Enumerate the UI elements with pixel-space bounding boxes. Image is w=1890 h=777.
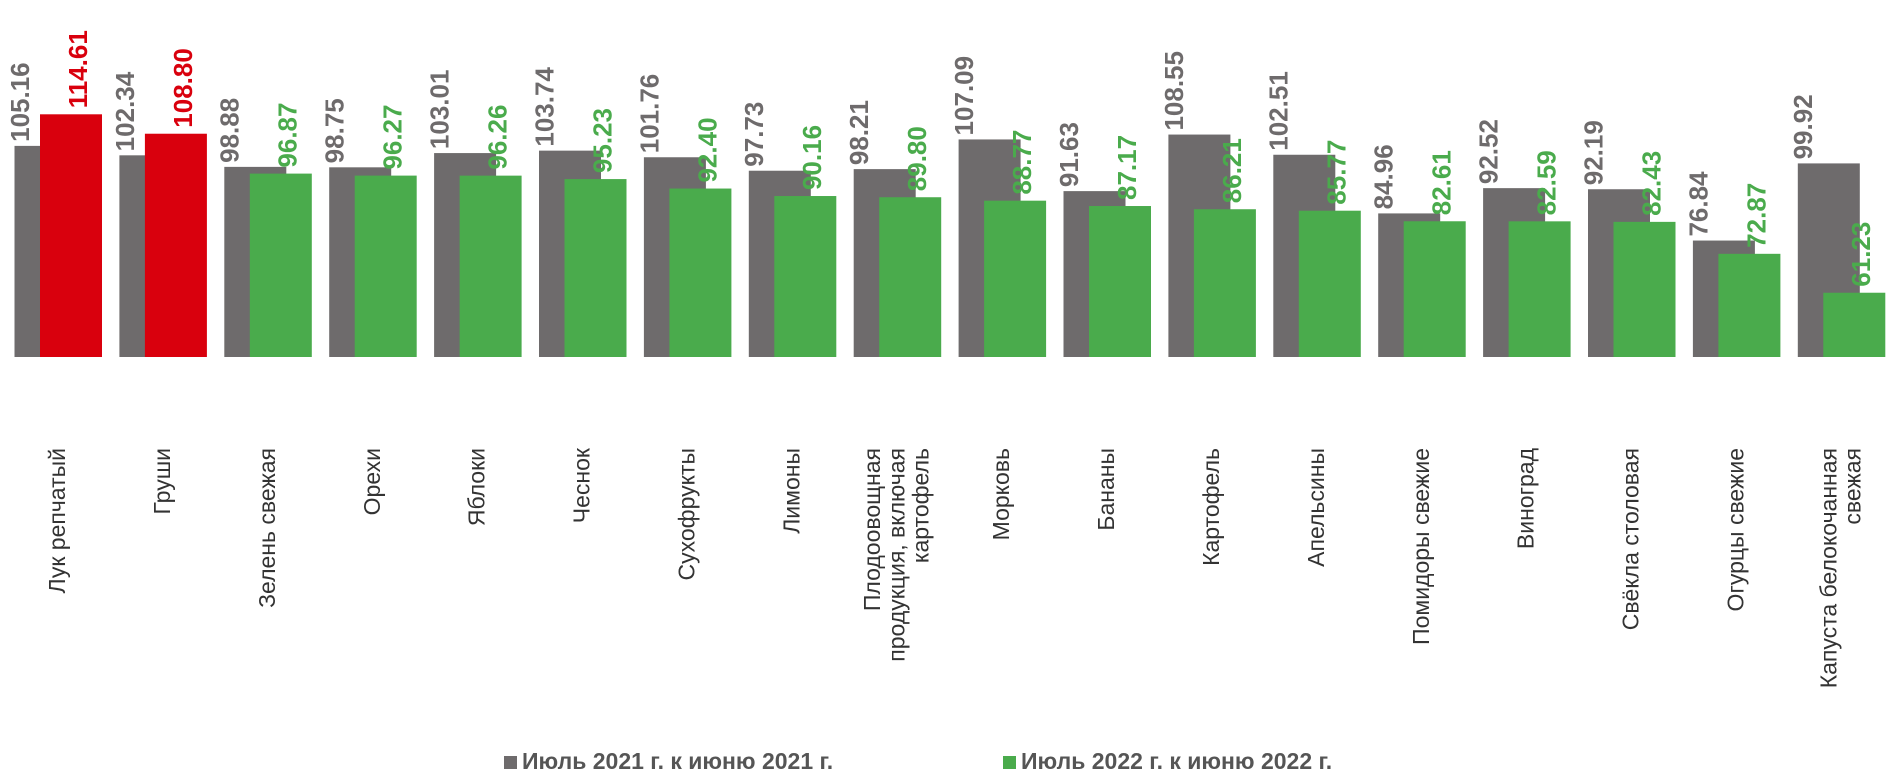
category-label: Лук репчатый <box>44 448 70 594</box>
value-label: 82.61 <box>1427 150 1457 215</box>
value-label: 76.84 <box>1683 171 1713 237</box>
legend-marker <box>504 756 517 769</box>
bar <box>879 197 942 357</box>
value-label: 96.27 <box>378 105 408 170</box>
category-label: Бананы <box>1093 448 1119 531</box>
value-label: 105.16 <box>5 62 35 142</box>
bar <box>1823 292 1886 357</box>
value-label: 82.43 <box>1636 151 1666 216</box>
value-label: 98.88 <box>215 98 245 163</box>
bar <box>1508 221 1571 357</box>
category-label: Апельсины <box>1303 448 1329 567</box>
bar <box>459 175 522 357</box>
value-label: 92.52 <box>1473 119 1503 184</box>
value-label: 103.01 <box>424 70 454 150</box>
value-label: 107.09 <box>949 56 979 136</box>
value-label: 97.73 <box>739 102 769 167</box>
category-label: Груши <box>149 448 175 515</box>
value-label: 91.63 <box>1054 122 1084 187</box>
bar <box>669 188 732 357</box>
value-label: 86.21 <box>1217 138 1247 203</box>
value-label: 98.75 <box>320 98 350 163</box>
bar <box>354 175 417 357</box>
legend-label: Июль 2022 г. к июню 2022 г. <box>1021 748 1332 774</box>
category-label: Морковь <box>988 448 1014 540</box>
value-label: 90.16 <box>797 125 827 190</box>
bar <box>249 173 312 357</box>
value-label: 102.34 <box>110 71 140 151</box>
category-label: Зелень свежая <box>254 448 280 608</box>
category-label: Сухофрукты <box>673 448 699 581</box>
value-label: 98.21 <box>844 100 874 165</box>
bar <box>144 133 207 357</box>
value-label: 88.77 <box>1007 130 1037 195</box>
category-label: Свёкла столовая <box>1618 448 1644 630</box>
value-label: 108.55 <box>1159 51 1189 131</box>
value-label: 82.59 <box>1531 150 1561 215</box>
legend-marker <box>1003 756 1016 769</box>
value-label: 96.26 <box>482 105 512 170</box>
category-label: Плодоовощнаяпродукция, включаякартофель <box>859 448 933 662</box>
value-label: 108.80 <box>168 48 198 128</box>
value-label: 92.40 <box>692 117 722 182</box>
bar <box>1613 221 1676 357</box>
category-label: Капуста белокочаннаясвежая <box>1815 448 1865 688</box>
bar <box>40 114 102 357</box>
value-label: 101.76 <box>634 74 664 154</box>
value-label: 84.96 <box>1369 144 1399 209</box>
bar <box>984 200 1047 357</box>
category-label: Яблоки <box>464 448 490 526</box>
value-label: 114.61 <box>63 30 93 108</box>
value-label: 87.17 <box>1112 135 1142 200</box>
value-label: 96.87 <box>273 103 303 168</box>
value-label: 72.87 <box>1741 183 1771 248</box>
bar <box>1193 209 1256 357</box>
value-label: 103.74 <box>529 67 559 147</box>
category-label: Орехи <box>359 448 385 515</box>
category-label: Виноград <box>1513 447 1539 549</box>
value-label: 92.19 <box>1578 120 1608 185</box>
value-label: 89.80 <box>902 126 932 191</box>
bar <box>774 196 837 357</box>
value-label: 102.51 <box>1264 71 1294 151</box>
value-label: 61.23 <box>1846 222 1876 287</box>
value-label: 95.23 <box>587 108 617 173</box>
bar <box>1298 210 1361 357</box>
category-label: Помидоры свежие <box>1408 448 1434 645</box>
category-label: Огурцы свежие <box>1722 448 1748 611</box>
bar <box>1089 206 1151 357</box>
value-label: 85.77 <box>1322 140 1352 205</box>
category-label: Картофель <box>1198 448 1224 566</box>
bar <box>1718 253 1781 357</box>
bar <box>564 179 627 357</box>
bar <box>1403 221 1466 357</box>
legend-label: Июль 2021 г. к июню 2021 г. <box>522 748 833 774</box>
value-label: 99.92 <box>1788 94 1818 159</box>
category-label: Лимоны <box>778 448 804 534</box>
category-label: Чеснок <box>569 447 595 523</box>
